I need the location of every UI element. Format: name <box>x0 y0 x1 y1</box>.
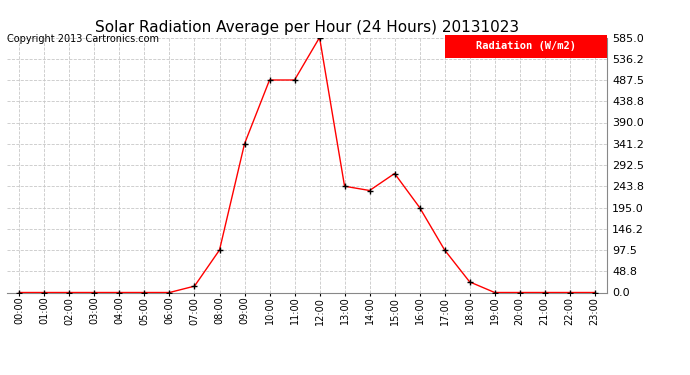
Title: Solar Radiation Average per Hour (24 Hours) 20131023: Solar Radiation Average per Hour (24 Hou… <box>95 20 519 35</box>
Text: Copyright 2013 Cartronics.com: Copyright 2013 Cartronics.com <box>7 34 159 44</box>
